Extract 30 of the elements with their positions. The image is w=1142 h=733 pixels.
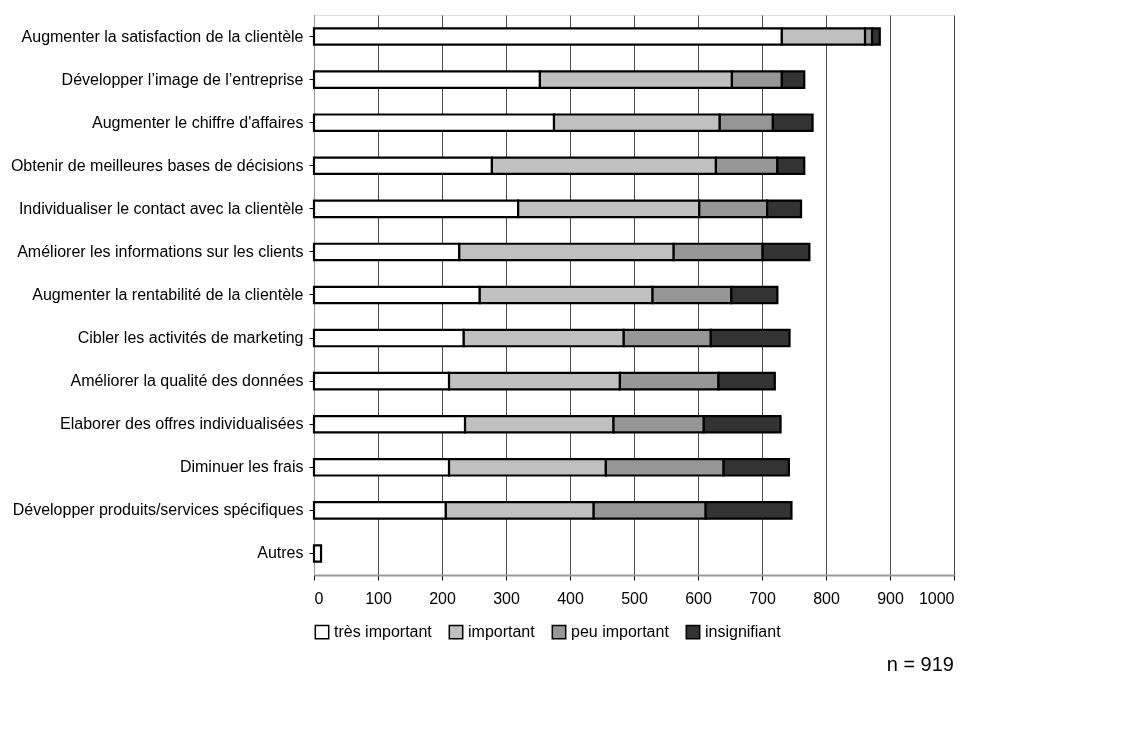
x-tick-label: 800 [813, 589, 840, 607]
legend-label: important [468, 623, 536, 641]
x-tick-label: 500 [621, 589, 648, 607]
y-tick-label: Cibler les activités de marketing [77, 329, 304, 347]
text: n = 919 [886, 653, 954, 675]
bar [312, 544, 323, 563]
y-tick-label: Autres [257, 544, 304, 562]
y-tick-label: Augmenter la satisfaction de la clientèle [21, 27, 304, 45]
y-tick-label: Augmenter la rentabilité de la clientèle [32, 286, 304, 303]
y-tick-label: Améliorer la qualité des données [70, 372, 304, 390]
x-tick-label: 300 [493, 589, 520, 607]
y-tick-label: Individualiser le contact avec la clientèle [18, 199, 304, 217]
y-tick-label: Elaborer des offres individualisées [60, 415, 304, 433]
y-tick-label: Développer produits/services spécifiques [12, 501, 304, 519]
x-tick-label: 200 [429, 589, 456, 607]
legend-label: insignifiant [705, 623, 782, 641]
x-tick-label: 600 [685, 589, 712, 607]
x-tick-label: 700 [749, 589, 776, 607]
legend-label: très important [334, 623, 433, 641]
y-tick-label: Améliorer les informations sur les clients [17, 242, 304, 260]
y-tick-label: Diminuer les frais [179, 458, 304, 476]
legend-label: peu important [571, 623, 670, 641]
x-tick-label: 0 [314, 589, 324, 607]
x-tick-label: 1000 [918, 589, 955, 607]
x-tick-label: 900 [877, 589, 904, 607]
y-tick-label: Augmenter le chiffre d'affaires [92, 113, 304, 131]
x-tick-label: 400 [557, 589, 584, 607]
y-tick-label: Obtenir de meilleures bases de décisions [10, 156, 304, 174]
x-tick-label: 100 [365, 589, 392, 607]
y-tick-label: Développer l’image de l’entreprise [61, 70, 304, 88]
